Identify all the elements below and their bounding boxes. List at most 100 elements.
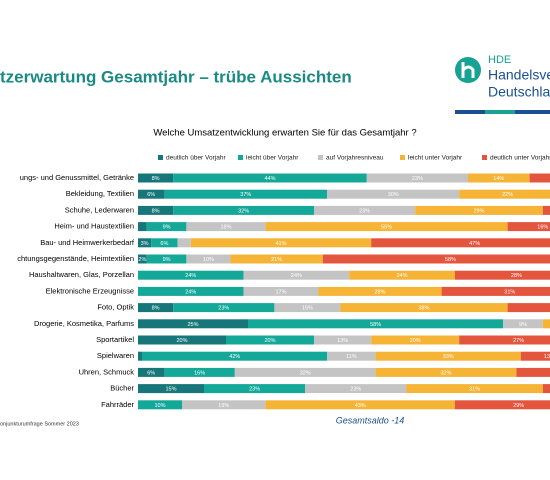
- logo-text: Deutschla: [488, 84, 550, 100]
- y-tick-label: ungs- und Genussmittel, Getränke: [20, 173, 134, 182]
- data-label: 13%: [544, 354, 550, 360]
- data-label: 19%: [218, 403, 229, 409]
- data-label: 16%: [194, 370, 205, 376]
- bar-segment: [468, 173, 530, 183]
- data-label: 13%: [337, 338, 348, 344]
- bar-segment: [138, 173, 174, 183]
- bar-segment: [327, 189, 460, 199]
- y-tick-label: Haushaltwaren, Glas, Porzellan: [29, 270, 134, 279]
- bar-segment: [366, 173, 468, 183]
- bar-segment: [138, 319, 248, 329]
- y-tick-label: chtungsgegenstände, Heimtextilien: [17, 254, 134, 263]
- data-label: 29%: [473, 208, 484, 214]
- data-label: 44%: [264, 176, 275, 182]
- bar-segment: [322, 254, 550, 264]
- legend-label: deutlich über Vorjahr: [166, 155, 226, 162]
- bar-segment: [190, 238, 372, 248]
- bar-segment: [274, 303, 341, 313]
- bar-segment: [138, 189, 165, 199]
- data-label: 24%: [396, 273, 407, 279]
- slide-title: tzerwartung Gesamtjahr – trübe Aussichte…: [0, 67, 352, 86]
- bar-segment: [349, 270, 455, 280]
- data-label: 8%: [152, 306, 160, 312]
- bar-segment: [138, 222, 147, 232]
- legend-label: auf Vorjahresniveau: [326, 155, 384, 162]
- data-label: 15%: [302, 306, 313, 312]
- bar-segment: [314, 205, 416, 215]
- bar-segment: [173, 173, 367, 183]
- data-label: 29%: [513, 403, 524, 409]
- data-label: 11%: [346, 354, 357, 360]
- bar-segment: [142, 351, 328, 361]
- bar-segment: [305, 384, 407, 394]
- logo-glyph: [461, 62, 475, 78]
- source: onjunkturumfrage Sommer 2023: [0, 421, 79, 427]
- data-label: 28%: [374, 289, 385, 295]
- data-label: 28%: [511, 273, 522, 279]
- bar-segment: [265, 400, 455, 410]
- bar-segment: [138, 303, 174, 313]
- logo-text: HDE: [488, 54, 511, 66]
- legend-label: deutlich unter Vorjahr: [490, 155, 550, 162]
- bar-segment: [520, 351, 550, 361]
- logo-text: Handelsve: [488, 67, 550, 83]
- data-label: 47%: [469, 241, 480, 247]
- y-tick-label: Fahrräder: [101, 400, 134, 409]
- bar-segment: [138, 367, 165, 377]
- data-label: 21%: [271, 257, 282, 263]
- bar-segment: [375, 351, 521, 361]
- data-label: 17%: [275, 289, 286, 295]
- bar-segment: [542, 205, 550, 215]
- bar-segment: [173, 303, 275, 313]
- bar-segment: [146, 222, 187, 232]
- bar-segment: [138, 400, 182, 410]
- bar-segment: [542, 384, 550, 394]
- bar-segment: [454, 400, 550, 410]
- data-label: 3%: [141, 241, 149, 247]
- data-label: 6%: [147, 370, 155, 376]
- data-label: 33%: [443, 354, 454, 360]
- y-tick-label: Foto, Optik: [97, 303, 134, 312]
- y-tick-label: Schuhe, Lederwaren: [65, 205, 134, 214]
- data-label: 6%: [160, 241, 168, 247]
- y-tick-label: Sportartikel: [96, 335, 134, 344]
- chart-subtitle: Welche Umsatzentwicklung erwarten Sie fü…: [153, 128, 416, 139]
- data-label: 23%: [412, 176, 423, 182]
- y-tick-label: Heim- und Haustextilien: [54, 222, 134, 231]
- logo: HDE Handelsve Deutschla: [455, 54, 550, 114]
- data-label: 8%: [152, 208, 160, 214]
- bar-segment: [177, 238, 191, 248]
- saldo: Gesamtsaldo -14: [336, 415, 405, 425]
- legend-swatch: [482, 155, 487, 160]
- data-label: 18%: [220, 225, 231, 231]
- data-label: 32%: [440, 370, 451, 376]
- bar-segment: [542, 319, 550, 329]
- logo-stripe: [455, 110, 485, 114]
- legend-label: leicht unter Vorjahr: [408, 155, 463, 162]
- bar-segment: [371, 335, 460, 345]
- bar-segment: [204, 384, 306, 394]
- data-label: 9%: [163, 225, 171, 231]
- data-label: 23%: [249, 387, 260, 393]
- bar-segment: [340, 303, 508, 313]
- legend-swatch: [158, 155, 163, 160]
- bar-segment: [243, 286, 319, 296]
- data-label: 20%: [410, 338, 421, 344]
- data-label: 43%: [355, 403, 366, 409]
- bar-segment: [265, 222, 508, 232]
- data-label: 14%: [493, 176, 504, 182]
- data-label: 24%: [291, 273, 302, 279]
- y-tick-label: Elektronische Erzeugnisse: [46, 286, 134, 295]
- bar-segment: [529, 173, 550, 183]
- logo-stripe: [485, 110, 515, 114]
- bar-segment: [503, 319, 543, 329]
- data-label: 32%: [238, 208, 249, 214]
- data-label: 23%: [218, 306, 229, 312]
- legend-swatch: [400, 155, 405, 160]
- bar-segment: [164, 367, 235, 377]
- bar-segment: [406, 384, 543, 394]
- bar-segment: [146, 254, 187, 264]
- data-label: 58%: [370, 322, 381, 328]
- bar-segment: [454, 270, 550, 280]
